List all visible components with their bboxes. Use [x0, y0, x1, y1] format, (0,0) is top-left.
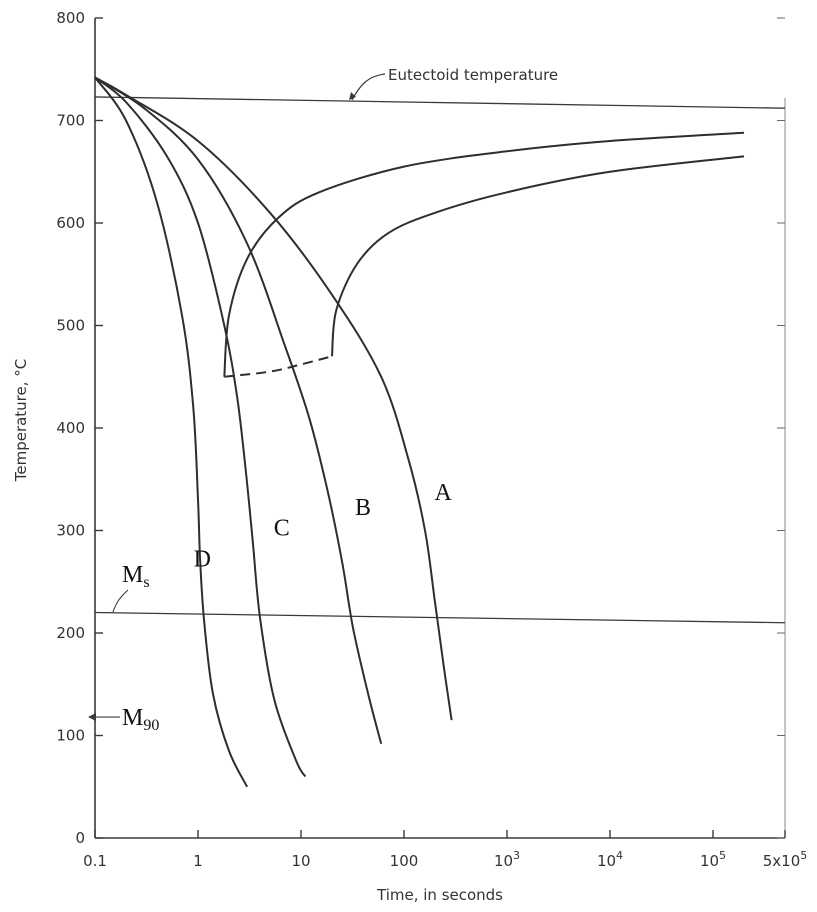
ms-line [94, 611, 786, 624]
curve-label-b: B [355, 495, 371, 521]
eutectoid-label: Eutectoid temperature [388, 66, 558, 84]
x-tick-label: 103 [494, 849, 520, 870]
y-tick-label: 300 [56, 522, 85, 540]
transformation-cutoff [224, 355, 333, 378]
y-axis-label: Temperature, °C [12, 359, 30, 483]
curve-label-c: C [274, 516, 290, 542]
cooling-curves [94, 76, 745, 788]
curve-b [94, 76, 383, 744]
curve-labels: A B C D [194, 480, 453, 573]
y-axis: 0 100 200 300 400 500 600 700 800 [56, 9, 785, 847]
ms-pointer [112, 589, 129, 613]
curve-transformation-finish [331, 155, 745, 357]
y-tick-label: 700 [56, 112, 85, 130]
x-tick-label: 10 [291, 852, 310, 870]
ms-label: Ms [122, 562, 150, 591]
x-tick-label: 1 [193, 852, 203, 870]
curve-transformation-start [223, 131, 745, 377]
m90-label: M90 [122, 705, 159, 734]
curve-label-a: A [434, 480, 452, 506]
x-tick-label: 0.1 [83, 852, 107, 870]
curve-d [94, 76, 248, 788]
x-tick-label: 105 [700, 849, 726, 870]
y-tick-label: 100 [56, 727, 85, 745]
x-axis: 0.1 1 10 100 103 104 105 5x105 [83, 830, 807, 870]
m90-arrowhead [88, 713, 96, 722]
x-tick-label: 104 [597, 849, 623, 870]
y-tick-label: 0 [75, 829, 85, 847]
reference-lines: Eutectoid temperature Ms M90 [88, 66, 786, 734]
y-tick-label: 200 [56, 624, 85, 642]
x-tick-label: 5x105 [763, 849, 808, 870]
curve-label-d: D [194, 546, 211, 572]
eutectoid-arrowhead [349, 92, 356, 100]
y-tick-label: 500 [56, 317, 85, 335]
eutectoid-line [94, 96, 786, 109]
curve-c [94, 76, 307, 778]
curve-a [94, 76, 453, 721]
y-tick-label: 600 [56, 214, 85, 232]
x-axis-label: Time, in seconds [376, 886, 503, 904]
y-tick-label: 400 [56, 419, 85, 437]
eutectoid-pointer [351, 73, 386, 101]
y-tick-label: 800 [56, 9, 85, 27]
x-tick-label: 100 [390, 852, 419, 870]
